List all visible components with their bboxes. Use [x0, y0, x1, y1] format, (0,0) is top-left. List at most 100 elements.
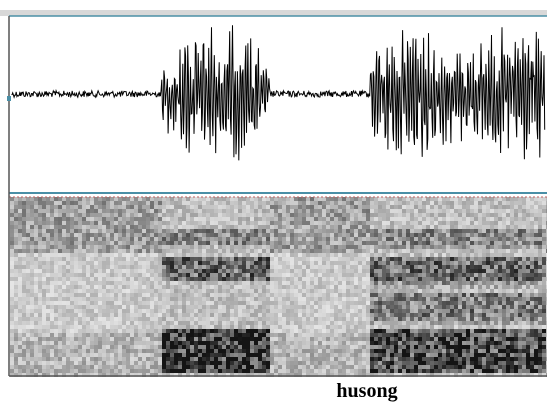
spectrogram-cell — [398, 337, 402, 341]
spectrogram-cell — [26, 357, 30, 361]
spectrogram-cell — [198, 253, 202, 257]
spectrogram-cell — [230, 221, 234, 225]
spectrogram-cell — [214, 369, 218, 373]
spectrogram-cell — [142, 309, 146, 313]
spectrogram-cell — [286, 333, 290, 337]
spectrogram-cell — [318, 293, 322, 297]
spectrogram-cell — [286, 245, 290, 249]
spectrogram-cell — [286, 229, 290, 233]
spectrogram-cell — [142, 261, 146, 265]
spectrogram-cell — [162, 365, 166, 369]
spectrogram-cell — [150, 285, 154, 289]
spectrogram-cell — [210, 257, 214, 261]
spectrogram-cell — [126, 261, 130, 265]
spectrogram-cell — [58, 285, 62, 289]
spectrogram-cell — [346, 265, 350, 269]
spectrogram-cell — [114, 245, 118, 249]
spectrogram-cell — [302, 353, 306, 357]
spectrogram-cell — [82, 201, 86, 205]
spectrogram-cell — [94, 221, 98, 225]
spectrogram-cell — [374, 273, 378, 277]
spectrogram-cell — [434, 233, 438, 237]
spectrogram-cell — [150, 249, 154, 253]
spectrogram-cell — [42, 233, 46, 237]
spectrogram-cell — [18, 369, 22, 373]
spectrogram-cell — [162, 249, 166, 253]
spectrogram-cell — [182, 201, 186, 205]
spectrogram-cell — [358, 253, 362, 257]
spectrogram-cell — [166, 229, 170, 233]
spectrogram-cell — [238, 233, 242, 237]
spectrogram-cell — [318, 353, 322, 357]
spectrogram-cell — [158, 225, 162, 229]
spectrogram-cell — [186, 341, 190, 345]
spectrogram-cell — [226, 249, 230, 253]
spectrogram-cell — [266, 281, 270, 285]
spectrogram-cell — [134, 285, 138, 289]
spectrogram-cell — [190, 309, 194, 313]
spectrogram-cell — [358, 221, 362, 225]
spectrogram-cell — [106, 241, 110, 245]
spectrogram-cell — [94, 301, 98, 305]
spectrogram-cell — [74, 229, 78, 233]
spectrogram-cell — [178, 213, 182, 217]
spectrogram-cell — [302, 201, 306, 205]
spectrogram-cell — [346, 321, 350, 325]
spectrogram-cell — [434, 349, 438, 353]
spectrogram-cell — [110, 341, 114, 345]
spectrogram-cell — [82, 333, 86, 337]
spectrogram-cell — [378, 197, 382, 201]
spectrogram-cell — [126, 325, 130, 329]
spectrogram-cell — [66, 353, 70, 357]
spectrogram-cell — [234, 217, 238, 221]
spectrogram-cell — [86, 241, 90, 245]
spectrogram-cell — [338, 257, 342, 261]
spectrogram-cell — [282, 365, 286, 369]
spectrogram-cell — [102, 201, 106, 205]
spectrogram-cell — [158, 301, 162, 305]
spectrogram-cell — [86, 237, 90, 241]
spectrogram-cell — [238, 237, 242, 241]
spectrogram-cell — [42, 257, 46, 261]
spectrogram-cell — [106, 221, 110, 225]
spectrogram-cell — [390, 365, 394, 369]
spectrogram-cell — [178, 209, 182, 213]
spectrogram-cell — [406, 301, 410, 305]
spectrogram-cell — [238, 325, 242, 329]
spectrogram-cell — [222, 357, 226, 361]
spectrogram-cell — [346, 345, 350, 349]
spectrogram-cell — [38, 277, 42, 281]
spectrogram-cell — [62, 341, 66, 345]
spectrogram-cell — [94, 365, 98, 369]
spectrogram-cell — [186, 201, 190, 205]
spectrogram-cell — [122, 365, 126, 369]
spectrogram-cell — [394, 281, 398, 285]
spectrogram-cell — [150, 197, 154, 201]
spectrogram-cell — [34, 325, 38, 329]
spectrogram-cell — [194, 269, 198, 273]
spectrogram-cell — [342, 265, 346, 269]
spectrogram-cell — [434, 337, 438, 341]
spectrogram-cell — [10, 329, 14, 333]
spectrogram-cell — [274, 253, 278, 257]
spectrogram-cell — [298, 361, 302, 365]
spectrogram-cell — [274, 237, 278, 241]
spectrogram-cell — [34, 297, 38, 301]
spectrogram-cell — [182, 257, 186, 261]
spectrogram-cell — [330, 293, 334, 297]
spectrogram-cell — [194, 197, 198, 201]
spectrogram-cell — [78, 269, 82, 273]
spectrogram-cell — [46, 197, 50, 201]
spectrogram-cell — [162, 349, 166, 353]
spectrogram-cell — [50, 269, 54, 273]
spectrogram-cell — [14, 277, 18, 281]
spectrogram-cell — [26, 257, 30, 261]
spectrogram-cell — [270, 345, 274, 349]
spectrogram-cell — [158, 213, 162, 217]
spectrogram-cell — [354, 241, 358, 245]
spectrogram-cell — [262, 205, 266, 209]
spectrogram-cell — [94, 249, 98, 253]
spectrogram-cell — [110, 273, 114, 277]
spectrogram-cell — [46, 233, 50, 237]
spectrogram-cell — [426, 209, 430, 213]
